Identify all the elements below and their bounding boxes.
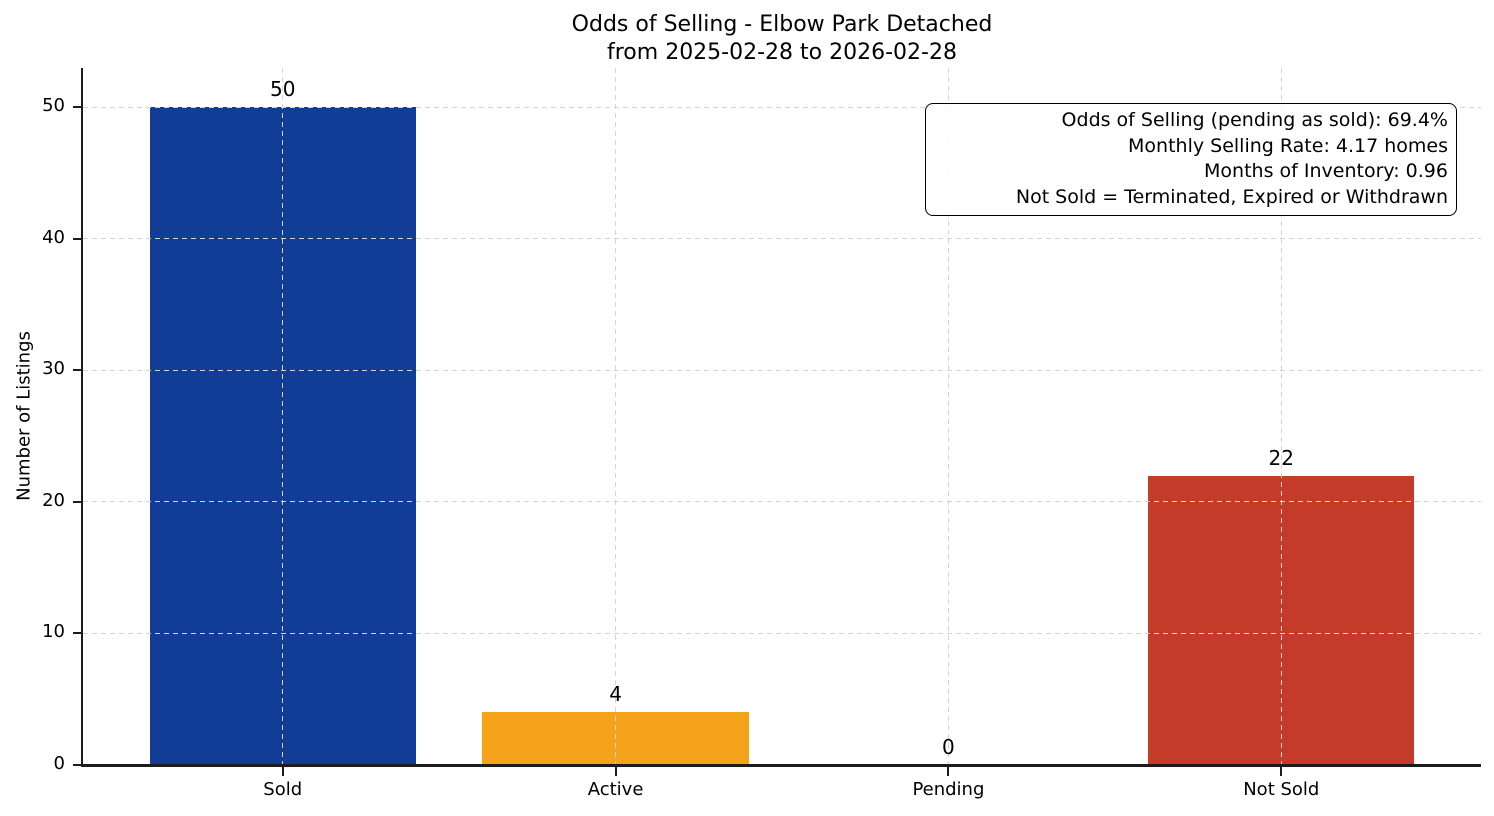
x-tick-label: Sold [263,779,303,800]
gridline [947,68,949,765]
y-tick-label: 40 [42,226,65,248]
stats-annotation-line: Months of Inventory: 0.96 [1204,160,1448,182]
bar-value-label: 50 [269,77,296,102]
gridline [615,68,617,765]
bar-value-label: 22 [1268,445,1294,470]
y-tick-label: 0 [53,753,65,774]
gridline [83,238,1481,240]
y-tick-label: 20 [42,489,65,511]
y-tick-label: 30 [42,358,65,380]
chart-title: Odds of Selling - Elbow Park Detached [571,12,993,37]
gridline [282,68,284,765]
x-tick-mark [947,767,950,776]
x-axis [81,764,1481,767]
x-tick-label: Pending [912,779,985,800]
bar-value-label: 0 [942,735,955,759]
bar-value-label: 4 [609,682,622,707]
chart-title-block: Odds of Selling - Elbow Park Detached fr… [83,11,1481,67]
x-tick-mark [281,767,284,776]
stats-annotation-line: Odds of Selling (pending as sold): 69.4% [1061,109,1448,131]
y-tick-mark [73,237,82,240]
y-tick-label: 10 [42,621,65,643]
stats-annotation-box: Odds of Selling (pending as sold): 69.4%… [925,103,1457,216]
y-axis-label: Number of Listings [13,331,35,501]
gridline [83,632,1481,634]
stats-annotation-line: Not Sold = Terminated, Expired or Withdr… [1015,185,1448,208]
y-tick-label: 50 [42,95,65,117]
gridline [83,369,1481,371]
y-tick-mark [73,764,82,766]
x-tick-label: Active [587,779,644,800]
stats-annotation-line: Monthly Selling Rate: 4.17 homes [1128,134,1448,157]
x-tick-mark [1280,767,1283,776]
x-tick-label: Not Sold [1243,779,1320,800]
gridline [83,106,1481,108]
y-tick-mark [73,369,82,372]
x-tick-mark [614,767,617,776]
y-tick-mark [73,106,82,109]
chart-subtitle: from 2025-02-28 to 2026-02-28 [607,40,957,65]
y-tick-mark [73,500,82,503]
gridline [83,501,1481,503]
gridline [1280,68,1282,765]
y-tick-mark [73,632,82,635]
y-axis [81,68,83,767]
